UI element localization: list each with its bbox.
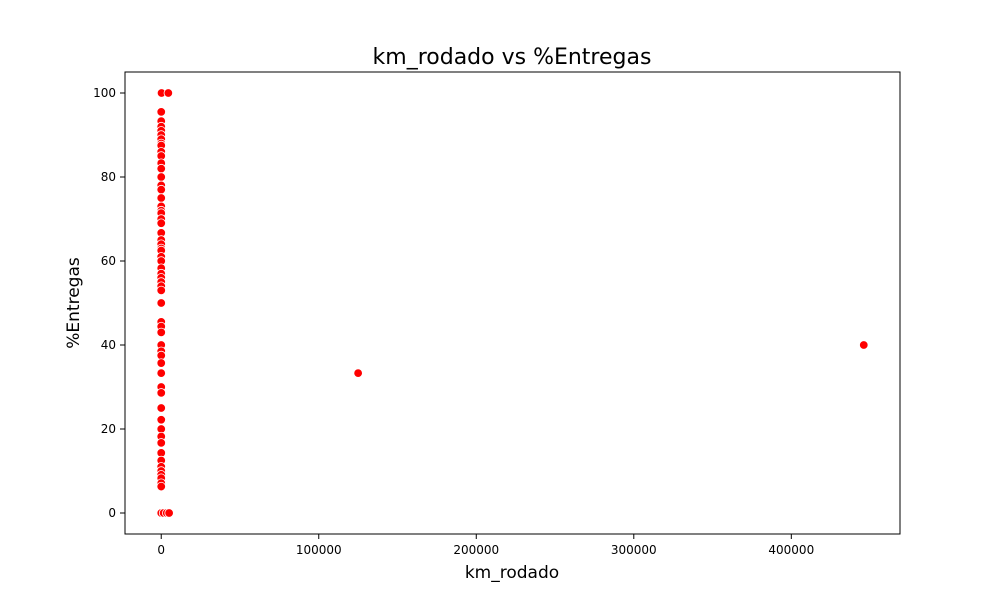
data-point bbox=[156, 368, 166, 378]
x-axis-ticks: 0 100000 200000 300000 400000 bbox=[157, 534, 814, 557]
y-axis-label: %Entregas bbox=[64, 257, 84, 349]
y-tick-label: 20 bbox=[101, 422, 116, 436]
scatter-points bbox=[156, 88, 869, 518]
data-point bbox=[164, 508, 174, 518]
data-point bbox=[156, 163, 166, 174]
x-tick-label: 400000 bbox=[768, 543, 814, 557]
data-point bbox=[156, 388, 166, 398]
y-tick-label: 100 bbox=[93, 86, 116, 100]
y-tick-label: 60 bbox=[101, 254, 116, 268]
data-point bbox=[156, 218, 166, 228]
plot-frame bbox=[124, 71, 901, 535]
x-tick-label: 0 bbox=[157, 543, 165, 557]
data-point bbox=[859, 340, 869, 350]
y-tick-label: 40 bbox=[101, 338, 116, 352]
x-tick-label: 200000 bbox=[453, 543, 499, 557]
data-point bbox=[156, 193, 166, 203]
data-point bbox=[156, 403, 166, 413]
y-tick-label: 80 bbox=[101, 170, 116, 184]
data-point bbox=[156, 172, 166, 182]
x-axis-label: km_rodado bbox=[465, 563, 559, 583]
data-point bbox=[353, 368, 363, 378]
plot-background bbox=[125, 72, 900, 534]
y-tick-label: 0 bbox=[108, 506, 116, 520]
data-point bbox=[156, 415, 166, 425]
data-point bbox=[163, 88, 174, 98]
data-point bbox=[156, 438, 166, 448]
data-point bbox=[156, 358, 166, 368]
chart-title: km_rodado vs %Entregas bbox=[373, 45, 652, 70]
data-point bbox=[156, 298, 166, 308]
y-axis-ticks: 0 20 40 60 80 100 bbox=[93, 86, 125, 520]
data-point bbox=[156, 107, 166, 117]
data-point bbox=[156, 184, 166, 195]
x-tick-label: 300000 bbox=[611, 543, 657, 557]
data-point bbox=[156, 481, 166, 492]
data-point bbox=[156, 285, 166, 296]
x-tick-label: 100000 bbox=[296, 543, 342, 557]
data-point bbox=[156, 327, 166, 338]
